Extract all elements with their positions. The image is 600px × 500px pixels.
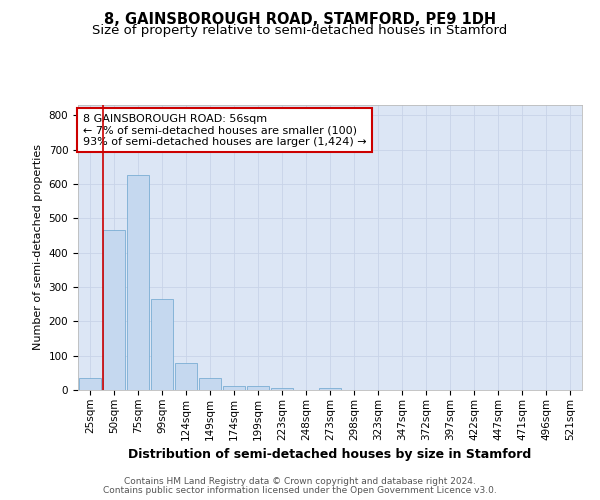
- Y-axis label: Number of semi-detached properties: Number of semi-detached properties: [33, 144, 43, 350]
- Text: 8, GAINSBOROUGH ROAD, STAMFORD, PE9 1DH: 8, GAINSBOROUGH ROAD, STAMFORD, PE9 1DH: [104, 12, 496, 28]
- Bar: [223, 386, 245, 390]
- Text: Size of property relative to semi-detached houses in Stamford: Size of property relative to semi-detach…: [92, 24, 508, 37]
- Bar: [199, 378, 221, 390]
- Bar: [319, 388, 341, 390]
- Bar: [247, 386, 269, 390]
- Text: Contains public sector information licensed under the Open Government Licence v3: Contains public sector information licen…: [103, 486, 497, 495]
- Text: Contains HM Land Registry data © Crown copyright and database right 2024.: Contains HM Land Registry data © Crown c…: [124, 477, 476, 486]
- X-axis label: Distribution of semi-detached houses by size in Stamford: Distribution of semi-detached houses by …: [128, 448, 532, 461]
- Bar: [151, 299, 173, 390]
- Bar: [103, 230, 125, 390]
- Bar: [79, 378, 101, 390]
- Bar: [127, 176, 149, 390]
- Text: 8 GAINSBOROUGH ROAD: 56sqm
← 7% of semi-detached houses are smaller (100)
93% of: 8 GAINSBOROUGH ROAD: 56sqm ← 7% of semi-…: [83, 114, 367, 147]
- Bar: [175, 362, 197, 390]
- Bar: [271, 388, 293, 390]
